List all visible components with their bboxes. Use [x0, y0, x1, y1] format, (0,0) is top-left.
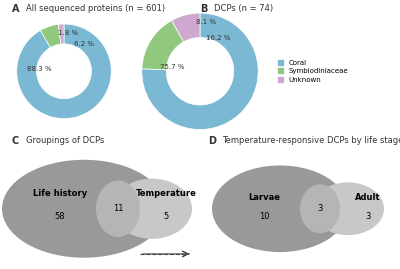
Text: B: B [200, 4, 207, 14]
Text: C: C [12, 136, 19, 146]
Ellipse shape [300, 184, 340, 233]
Ellipse shape [212, 165, 348, 252]
Text: 5: 5 [163, 212, 169, 221]
Text: 16.2 %: 16.2 % [206, 34, 231, 41]
Text: 1.8 %: 1.8 % [58, 30, 78, 36]
Ellipse shape [96, 180, 140, 237]
Text: 10: 10 [259, 212, 269, 221]
Text: Temperature: Temperature [136, 189, 196, 198]
Text: 6.2 %: 6.2 % [74, 41, 94, 47]
Wedge shape [17, 24, 111, 119]
Text: Temperature-responsive DCPs by life stage: Temperature-responsive DCPs by life stag… [222, 136, 400, 145]
Text: 88.3 %: 88.3 % [27, 66, 52, 72]
Text: Larvae: Larvae [248, 193, 280, 202]
Text: DCPs (n = 74): DCPs (n = 74) [214, 4, 273, 13]
Text: 8.1 %: 8.1 % [196, 19, 216, 25]
Text: 75.7 %: 75.7 % [160, 64, 184, 70]
Text: A: A [12, 4, 20, 14]
Text: Life history: Life history [33, 189, 87, 198]
Text: D: D [208, 136, 216, 146]
Ellipse shape [312, 182, 384, 235]
Ellipse shape [112, 179, 192, 239]
Wedge shape [58, 24, 64, 44]
Text: 11: 11 [113, 204, 123, 213]
Text: Adult: Adult [355, 193, 381, 202]
Legend: Coral, Symbiodiniaceae, Unknown: Coral, Symbiodiniaceae, Unknown [278, 59, 348, 83]
Text: 3: 3 [365, 212, 371, 221]
Wedge shape [172, 13, 200, 42]
Text: 3: 3 [317, 204, 323, 213]
Wedge shape [142, 13, 258, 129]
Text: Groupings of DCPs: Groupings of DCPs [26, 136, 104, 145]
Ellipse shape [2, 160, 166, 258]
Wedge shape [40, 24, 61, 48]
Text: 58: 58 [55, 212, 65, 221]
Text: All sequenced proteins (n = 601): All sequenced proteins (n = 601) [26, 4, 165, 13]
Wedge shape [142, 20, 184, 70]
